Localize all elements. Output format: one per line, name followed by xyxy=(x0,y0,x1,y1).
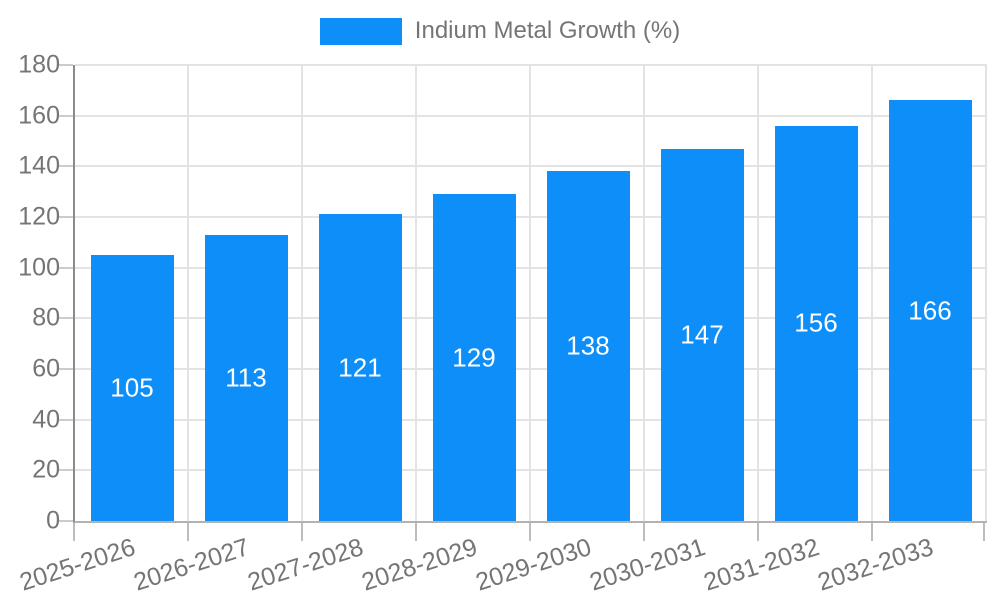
bar-value-label: 147 xyxy=(680,319,724,350)
y-axis-tick-label: 40 xyxy=(32,405,60,434)
bar-2027-2028[interactable]: 121 xyxy=(318,214,402,521)
bar-2031-2032[interactable]: 156 xyxy=(774,125,858,521)
bar-2026-2027[interactable]: 113 xyxy=(204,234,288,521)
legend-swatch-icon xyxy=(319,17,402,45)
bar-value-label: 129 xyxy=(452,342,496,373)
y-axis-tick-label: 0 xyxy=(46,506,60,535)
gridline-horizontal xyxy=(75,114,987,117)
x-axis-tick xyxy=(301,523,303,541)
gridline-horizontal xyxy=(75,418,987,421)
plot-area: 105 113 121 129 138 147 156 166 xyxy=(73,64,987,523)
x-axis-tick xyxy=(73,523,75,541)
y-axis-tick-label: 160 xyxy=(18,101,60,130)
legend-label: Indium Metal Growth (%) xyxy=(414,17,681,44)
gridline-vertical xyxy=(985,65,987,521)
gridline-vertical xyxy=(757,65,759,521)
y-axis-tick xyxy=(59,520,73,522)
bar-2032-2033[interactable]: 166 xyxy=(888,100,972,521)
bar-value-label: 138 xyxy=(566,330,610,361)
y-axis-tick-label: 100 xyxy=(18,253,60,282)
y-axis-tick xyxy=(59,64,73,66)
gridline-horizontal xyxy=(75,64,987,66)
y-axis-tick-label: 140 xyxy=(18,151,60,180)
x-axis-tick xyxy=(187,523,189,541)
legend[interactable]: Indium Metal Growth (%) xyxy=(0,13,1000,49)
x-axis-tick xyxy=(871,523,873,541)
gridline-vertical xyxy=(187,65,189,521)
y-axis-tick-label: 180 xyxy=(18,50,60,79)
x-axis-tick xyxy=(643,523,645,541)
gridline-vertical xyxy=(301,65,303,521)
bar-value-label: 156 xyxy=(794,307,838,338)
gridline-vertical xyxy=(415,65,417,521)
gridline-vertical xyxy=(529,65,531,521)
bar-value-label: 105 xyxy=(110,372,154,403)
x-axis-tick xyxy=(529,523,531,541)
gridline-vertical xyxy=(643,65,645,521)
y-axis-tick xyxy=(59,317,73,320)
gridline-vertical xyxy=(871,65,873,521)
gridline-horizontal xyxy=(75,266,987,269)
x-axis-tick xyxy=(415,523,417,541)
y-axis-tick-label: 60 xyxy=(32,354,60,383)
x-axis-tick xyxy=(757,523,759,541)
gridline-horizontal xyxy=(75,469,987,472)
y-axis-tick xyxy=(59,114,73,117)
y-axis-tick-label: 20 xyxy=(32,455,60,484)
gridline-horizontal xyxy=(75,368,987,370)
bar-2030-2031[interactable]: 147 xyxy=(660,148,744,521)
y-axis-tick xyxy=(59,266,73,269)
y-axis-tick-label: 120 xyxy=(18,202,60,231)
gridline-horizontal xyxy=(75,317,987,320)
bar-value-label: 113 xyxy=(225,362,267,393)
bar-value-label: 121 xyxy=(338,352,382,383)
y-axis-tick xyxy=(59,418,73,421)
bar-2028-2029[interactable]: 129 xyxy=(432,194,516,521)
y-axis-tick-label: 80 xyxy=(32,303,60,332)
gridline-horizontal xyxy=(75,216,987,218)
y-axis-tick xyxy=(59,469,73,472)
y-axis-tick xyxy=(59,165,73,168)
gridline-horizontal xyxy=(75,165,987,168)
y-axis-tick xyxy=(59,368,73,370)
bar-2029-2030[interactable]: 138 xyxy=(546,171,630,521)
bar-2025-2026[interactable]: 105 xyxy=(90,255,174,521)
bar-value-label: 166 xyxy=(908,295,952,326)
y-axis-tick xyxy=(59,216,73,218)
x-axis-tick xyxy=(983,523,985,541)
